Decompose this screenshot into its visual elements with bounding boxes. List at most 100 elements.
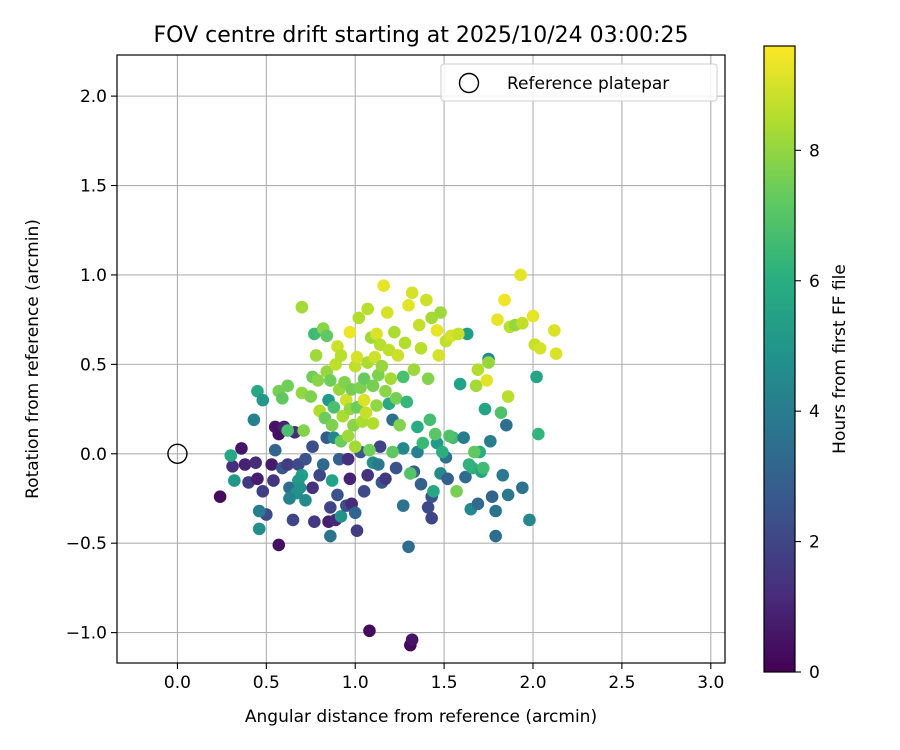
data-point xyxy=(334,510,348,523)
data-point xyxy=(498,293,511,307)
legend: Reference platepar xyxy=(440,63,718,102)
y-axis-label: Rotation from reference (arcmin) xyxy=(23,219,43,499)
data-point xyxy=(325,474,339,487)
data-point xyxy=(363,443,376,457)
data-point xyxy=(480,374,494,387)
data-point xyxy=(348,506,362,520)
data-point xyxy=(309,349,323,362)
data-point xyxy=(332,452,346,466)
data-point xyxy=(373,440,387,453)
legend-label-reference: Reference platepar xyxy=(507,74,669,94)
data-point xyxy=(386,445,399,459)
data-point xyxy=(471,363,485,377)
chart-title: FOV centre drift starting at 2025/10/24 … xyxy=(154,23,689,48)
data-point xyxy=(265,458,278,471)
data-point xyxy=(494,406,508,419)
data-point xyxy=(393,418,406,432)
x-tick-label: 1.5 xyxy=(431,673,458,693)
data-point xyxy=(313,468,326,482)
data-point xyxy=(320,329,334,343)
data-point xyxy=(299,452,312,466)
data-point xyxy=(311,374,325,387)
y-tick-label: −0.5 xyxy=(66,534,107,554)
data-point xyxy=(368,350,382,364)
data-point xyxy=(501,488,515,502)
data-point xyxy=(372,458,385,471)
grid xyxy=(117,55,725,663)
data-point xyxy=(389,392,403,405)
data-point xyxy=(411,420,424,434)
y-tick-label: 1.0 xyxy=(80,266,107,286)
x-tick-label: 2.5 xyxy=(608,673,635,693)
data-point xyxy=(359,406,373,419)
data-point xyxy=(256,485,270,498)
data-point xyxy=(357,393,371,407)
data-point xyxy=(457,431,470,444)
data-point xyxy=(441,472,454,486)
colorbar-tick-label: 4 xyxy=(809,402,820,422)
data-point xyxy=(476,461,490,475)
data-point xyxy=(252,522,266,536)
data-point xyxy=(361,302,374,316)
colorbar-gradient xyxy=(763,45,796,673)
data-point xyxy=(549,347,563,360)
x-tick-label: 0.0 xyxy=(164,673,191,693)
data-point xyxy=(350,524,364,537)
data-point xyxy=(226,459,239,473)
data-point xyxy=(443,429,456,443)
data-point xyxy=(469,379,483,393)
x-tick-label: 3.0 xyxy=(697,673,724,693)
data-point xyxy=(427,485,440,498)
data-point xyxy=(478,402,492,416)
data-point xyxy=(247,413,261,427)
data-point xyxy=(491,313,504,326)
plot-area-frame xyxy=(116,54,726,664)
data-point xyxy=(308,515,321,529)
data-point xyxy=(485,490,499,503)
data-point xyxy=(316,458,330,471)
data-point xyxy=(405,286,419,300)
data-point xyxy=(404,467,417,480)
data-point xyxy=(272,538,286,552)
data-point xyxy=(434,306,447,319)
data-point xyxy=(533,341,547,355)
y-axis-ticks: −1.0 −0.5 0.0 0.5 1.0 1.5 2.0 xyxy=(66,87,117,644)
data-point xyxy=(379,472,392,486)
data-point xyxy=(421,501,435,514)
colorbar-tick-label: 6 xyxy=(809,272,820,292)
data-point xyxy=(436,445,449,459)
data-point xyxy=(293,481,307,495)
data-point xyxy=(350,350,364,364)
data-point xyxy=(489,529,502,543)
data-point xyxy=(400,395,414,409)
data-point xyxy=(366,379,380,393)
data-points xyxy=(213,268,563,652)
data-point xyxy=(325,418,339,432)
data-point xyxy=(453,377,467,391)
data-point xyxy=(268,443,282,457)
data-point xyxy=(256,393,270,407)
data-point xyxy=(361,468,374,482)
colorbar-tick-label: 0 xyxy=(809,663,820,683)
data-point xyxy=(428,427,442,441)
y-tick-label: 2.0 xyxy=(80,87,107,107)
data-point xyxy=(389,461,403,475)
data-point xyxy=(407,363,421,377)
reference-marker-layer xyxy=(167,443,188,464)
data-point xyxy=(370,327,383,341)
data-point xyxy=(343,472,357,486)
data-point xyxy=(299,493,312,507)
data-point xyxy=(421,372,435,385)
data-point xyxy=(352,311,366,325)
data-point xyxy=(348,440,362,453)
data-point xyxy=(482,356,495,369)
data-point xyxy=(548,324,561,337)
data-point xyxy=(306,481,319,495)
y-tick-label: 0.5 xyxy=(80,355,107,375)
data-point xyxy=(530,370,543,384)
data-point xyxy=(496,468,510,482)
data-point xyxy=(341,452,355,466)
x-axis-label: Angular distance from reference (arcmin) xyxy=(245,707,597,727)
data-point xyxy=(224,449,238,462)
data-point xyxy=(484,434,497,448)
